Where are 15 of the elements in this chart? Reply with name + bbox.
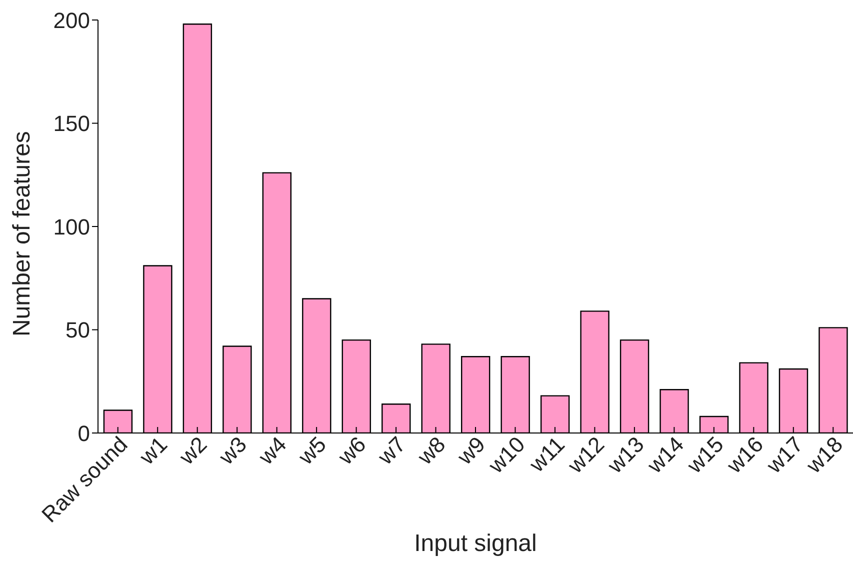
x-tick-label: w2: [173, 432, 212, 470]
x-tick-label: w5: [292, 432, 331, 470]
x-tick-label: w1: [134, 432, 172, 470]
x-tick-label: w7: [372, 432, 410, 470]
y-tick-label: 100: [53, 214, 90, 240]
y-tick-label: 150: [53, 111, 90, 136]
y-tick-label: 50: [66, 318, 90, 343]
x-tick-label: w4: [252, 432, 292, 470]
x-tick-label: w3: [213, 432, 252, 470]
y-tick-label: 200: [53, 8, 90, 33]
x-tick-label: w6: [332, 432, 371, 470]
x-tick-label: w8: [412, 432, 450, 470]
x-axis-title: Input signal: [414, 530, 537, 557]
x-tick-label: w14: [642, 432, 689, 479]
y-axis-title: Number of features: [8, 131, 36, 336]
